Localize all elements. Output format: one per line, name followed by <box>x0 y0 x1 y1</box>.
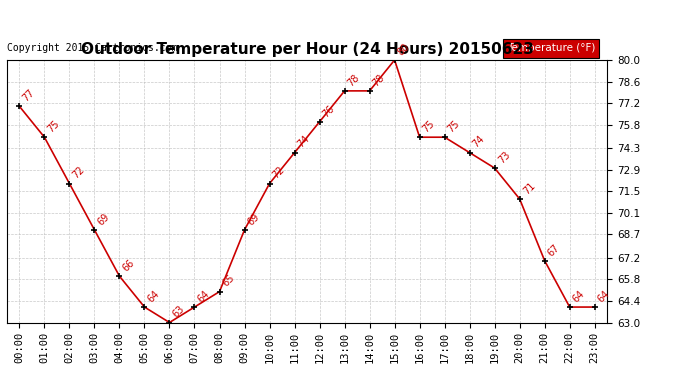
Text: 73: 73 <box>496 150 512 165</box>
Text: 67: 67 <box>546 242 562 258</box>
Text: 74: 74 <box>296 134 312 150</box>
Text: 77: 77 <box>21 88 37 104</box>
Text: Temperature (°F): Temperature (°F) <box>507 44 595 54</box>
Title: Outdoor Temperature per Hour (24 Hours) 20150623: Outdoor Temperature per Hour (24 Hours) … <box>81 42 533 57</box>
Text: 72: 72 <box>271 165 287 181</box>
Text: 71: 71 <box>521 180 537 196</box>
Text: 69: 69 <box>246 211 262 227</box>
Text: 65: 65 <box>221 273 237 289</box>
Text: 80: 80 <box>396 42 412 57</box>
Text: Copyright 2015 Cartronics.com: Copyright 2015 Cartronics.com <box>7 44 177 54</box>
Text: 75: 75 <box>421 118 437 134</box>
Text: 64: 64 <box>146 288 161 304</box>
Text: 64: 64 <box>596 288 612 304</box>
Text: 75: 75 <box>446 118 462 134</box>
Text: 66: 66 <box>121 258 137 273</box>
Text: 64: 64 <box>196 288 212 304</box>
Text: 63: 63 <box>171 304 186 320</box>
Text: 74: 74 <box>471 134 487 150</box>
Text: 76: 76 <box>321 103 337 119</box>
Text: 72: 72 <box>71 165 87 181</box>
Text: 64: 64 <box>571 288 586 304</box>
Text: 69: 69 <box>96 211 112 227</box>
Text: 75: 75 <box>46 118 61 134</box>
Text: 78: 78 <box>346 72 362 88</box>
Text: 78: 78 <box>371 72 387 88</box>
